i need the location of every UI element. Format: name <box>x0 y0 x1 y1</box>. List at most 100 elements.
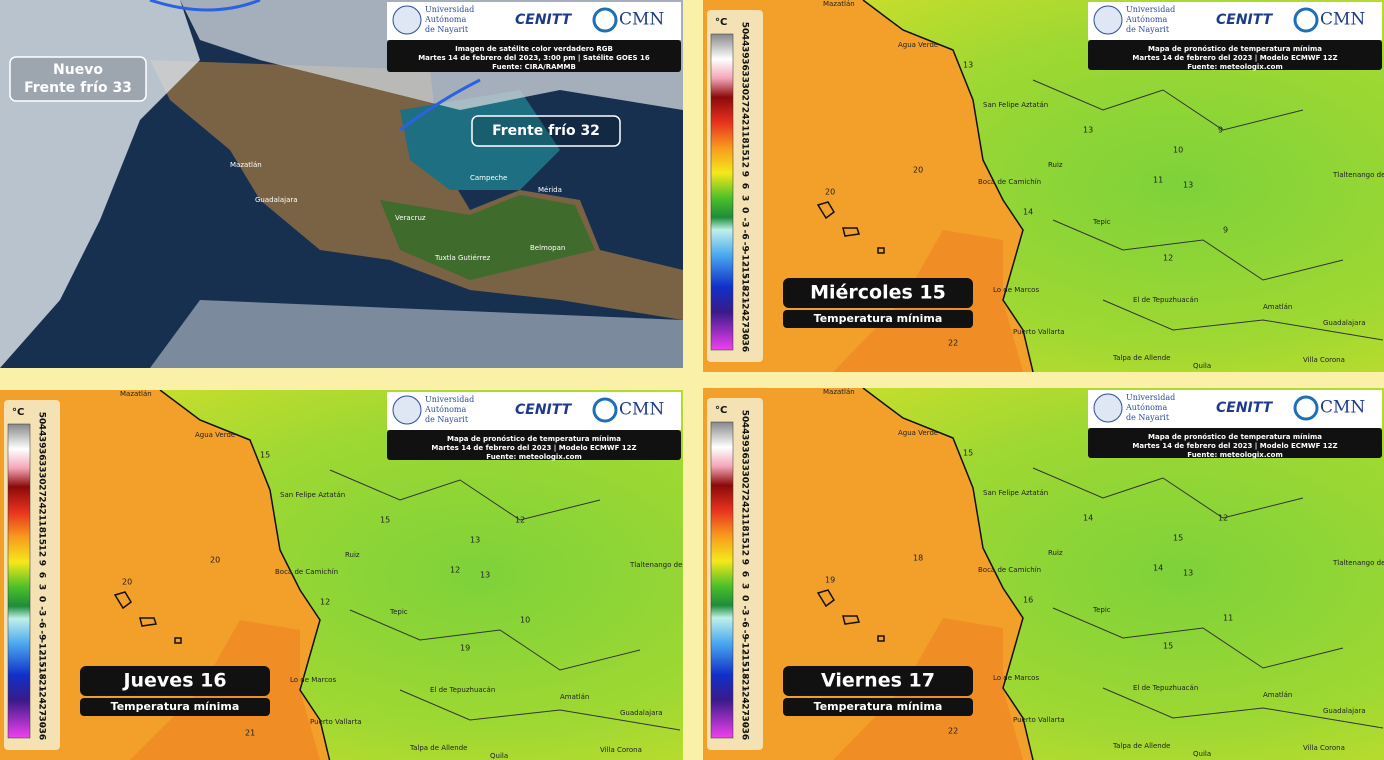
colorbar-tick: 15 <box>740 531 750 544</box>
temperature-label: 20 <box>210 556 220 565</box>
place-label: Quila <box>1193 750 1211 758</box>
colorbar-tick: 30 <box>740 83 750 96</box>
colorbar-tick: -21 <box>740 287 750 303</box>
colorbar-tick: 36 <box>740 58 750 71</box>
temperature-label: 14 <box>1153 564 1163 573</box>
temperature-label: 12 <box>1218 514 1228 523</box>
place-label: Villa Corona <box>1303 356 1345 364</box>
logo-box <box>387 392 681 430</box>
place-label: Ruiz <box>1048 549 1063 557</box>
caption-box <box>387 430 681 460</box>
borders <box>1032 79 1384 341</box>
place-label: El de Tepuzhuacán <box>430 686 495 694</box>
temperature-label: 14 <box>1023 208 1033 217</box>
cmn-logo: CMN <box>619 400 664 420</box>
day-box <box>783 666 973 696</box>
colorbar-tick: 18 <box>740 519 750 532</box>
temperature-label: 20 <box>122 578 132 587</box>
caption-line: Mapa de pronóstico de temperatura mínima <box>1148 433 1322 441</box>
colorbar-tick: 6 <box>37 572 47 578</box>
caption-box <box>1088 40 1382 70</box>
temperature-label: 9 <box>1218 126 1223 135</box>
place-label: San Felipe Aztatán <box>983 489 1048 497</box>
cmn-emblem <box>1293 395 1319 421</box>
place-label: Talpa de Allende <box>409 744 467 752</box>
temperature-label: 15 <box>1173 534 1183 543</box>
place-label: Lo de Marcos <box>290 676 336 684</box>
place-label: Amatlán <box>1263 303 1292 311</box>
colorbar-tick: 50 <box>37 412 47 425</box>
front-label: Frente frío 32 <box>492 123 600 139</box>
colorbar-tick: 24 <box>740 107 750 120</box>
place-label: Mazatlán <box>120 390 152 398</box>
coastline <box>159 390 331 760</box>
caption-line: Fuente: meteologix.com <box>486 453 581 461</box>
place-label: Lo de Marcos <box>993 674 1039 682</box>
temperature-label: 15 <box>260 451 270 460</box>
temperature-label: 13 <box>480 571 490 580</box>
colorbar-tick: -21 <box>37 676 47 692</box>
colorbar-tick: 0 <box>37 596 47 602</box>
caption-line: Martes 14 de febrero del 2023, 3:00 pm |… <box>418 54 650 63</box>
map-panel: Mazatlán Agua Verde San Felipe Aztatán Ruiz… <box>703 0 1384 372</box>
colorbar-tick: 39 <box>740 434 750 447</box>
colorbar-tick: 44 <box>37 424 47 437</box>
colorbar-tick: 21 <box>740 507 750 520</box>
colorbar-tick: 0 <box>740 595 750 601</box>
colorbar-tick: 39 <box>740 46 750 59</box>
colorbar-tick: -30 <box>740 324 750 340</box>
colorbar-tick: -3 <box>740 605 750 615</box>
colorbar-tick: -12 <box>740 639 750 655</box>
temperature-label: 22 <box>948 727 958 736</box>
temperature-label: 19 <box>460 644 470 653</box>
colorbar-tick: -9 <box>740 242 750 252</box>
university-name: de Nayarit <box>1126 25 1170 34</box>
temperature-label: 13 <box>1083 126 1093 135</box>
place-label: Boca de Camichín <box>978 566 1041 574</box>
islands <box>113 591 182 644</box>
borders <box>329 469 681 731</box>
caption-box <box>1088 428 1382 458</box>
place-label: Guadalajara <box>1323 707 1366 715</box>
logo-box <box>1088 390 1382 428</box>
place-label: Puerto Vallarta <box>1013 716 1065 724</box>
place-label: El de Tepuzhuacán <box>1133 296 1198 304</box>
caption-line: Fuente: CIRA/RAMMB <box>492 63 576 71</box>
colorbar-tick: 44 <box>740 422 750 435</box>
place-label: San Felipe Aztatán <box>280 491 345 499</box>
caption-line: Martes 14 de febrero del 2023 | Modelo E… <box>1132 54 1337 63</box>
colorbar-tick: -36 <box>37 724 47 740</box>
colorbar-tick: -18 <box>37 663 47 679</box>
colorbar-tick: 9 <box>740 559 750 565</box>
colorbar-tick: -15 <box>37 651 47 667</box>
front-label: Nuevo <box>53 62 103 78</box>
temperature-label: 16 <box>1023 596 1033 605</box>
gulf <box>400 90 560 190</box>
place-label: Mazatlán <box>230 161 262 169</box>
colorbar-tick: 18 <box>740 131 750 144</box>
place-label: Tlaltenango de Sánchez Román <box>1332 171 1384 179</box>
temperature-label: 22 <box>948 339 958 348</box>
colorbar-tick: 24 <box>37 496 47 509</box>
colorbar-tick: 24 <box>740 495 750 508</box>
cenitt-logo: CENITT <box>1216 400 1274 416</box>
university-emblem <box>392 395 422 425</box>
colorbar-tick: -6 <box>740 618 750 628</box>
cmn-logo: CMN <box>1320 398 1365 418</box>
colorbar-tick: -9 <box>740 630 750 640</box>
place-label: Guadalajara <box>255 196 298 204</box>
colorbar-tick: 33 <box>37 460 47 473</box>
university-name: Autónoma <box>1125 403 1168 412</box>
place-label: Tepic <box>1092 606 1111 614</box>
place-label: Guadalajara <box>620 709 663 717</box>
temperature-label: 13 <box>470 536 480 545</box>
colorbar-tick: 12 <box>37 545 47 558</box>
colorbar-tick: -12 <box>740 251 750 267</box>
colorbar-tick: 3 <box>740 583 750 589</box>
colorbar-tick: 30 <box>740 471 750 484</box>
place-label: Boca de Camichín <box>275 568 338 576</box>
temperature-label: 13 <box>963 61 973 70</box>
cmn-logo: CMN <box>1320 10 1365 30</box>
coastline <box>862 388 1034 760</box>
temperature-label: 18 <box>913 554 923 563</box>
